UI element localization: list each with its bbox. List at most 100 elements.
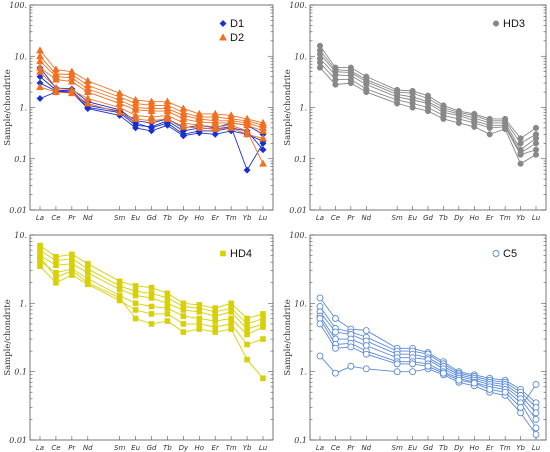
data-point-D2 <box>36 67 44 75</box>
data-point-HD3 <box>455 119 462 126</box>
data-point-HD4 <box>132 288 139 295</box>
x-tick-label-La: La <box>36 444 44 452</box>
data-point-D2 <box>115 108 124 116</box>
y-tick-label: 0.1 <box>14 368 27 377</box>
x-tick-label-Lu: Lu <box>532 444 541 452</box>
data-point-C5 <box>362 350 370 358</box>
data-point-HD4 <box>196 315 203 322</box>
y-tick-label: 0.1 <box>294 155 307 164</box>
data-point-C5 <box>362 365 370 373</box>
data-point-HD4 <box>228 305 234 311</box>
data-point-HD4 <box>180 307 187 313</box>
data-point-C5 <box>439 369 447 377</box>
chart-panel-bottom-right: 0.1 1. 10. 100. La Ce Pr Nd Sm Eu Gd Tb Dy Ho Er Tm Yb Lu… <box>283 231 547 452</box>
x-tick-label-Tm: Tm <box>226 214 237 222</box>
data-point-D2 <box>259 134 267 142</box>
x-tick-label-Ce: Ce <box>331 214 340 222</box>
data-point-HD3 <box>486 131 493 138</box>
data-point-C5 <box>424 362 432 370</box>
x-tick-label-Sm: Sm <box>114 444 125 452</box>
y-axis-label: Sample/chondrite <box>283 69 293 146</box>
data-point-HD4 <box>164 300 171 307</box>
data-point-HD4 <box>180 321 187 327</box>
y-tick-label: 10. <box>294 52 307 61</box>
x-tick-label-Nd: Nd <box>83 214 93 222</box>
data-point-HD4 <box>69 260 75 267</box>
data-point-HD4 <box>148 290 155 297</box>
y-tick-label: 1. <box>299 104 307 113</box>
x-tick-label-Eu: Eu <box>408 444 417 452</box>
data-point-HD3 <box>517 140 524 147</box>
data-point-HD4 <box>196 309 203 315</box>
data-point-D2 <box>52 87 60 96</box>
y-tick-label: 0.1 <box>294 436 307 445</box>
x-tick-label-Pr: Pr <box>347 444 355 452</box>
legend-marker-C5 <box>492 250 500 257</box>
data-point-HD4 <box>180 329 187 335</box>
y-tick-label: 10. <box>14 231 27 240</box>
data-point-D1 <box>163 121 171 129</box>
x-tick-label-Er: Er <box>212 214 220 222</box>
y-axis-label: Sample/chondrite <box>3 69 13 146</box>
data-point-HD3 <box>316 64 324 71</box>
data-point-C5 <box>331 328 339 336</box>
data-point-HD4 <box>69 272 75 278</box>
data-point-C5 <box>393 368 401 376</box>
data-point-HD4 <box>244 356 250 363</box>
legend-label-HD3: HD3 <box>503 18 525 30</box>
x-tick-label-Yb: Yb <box>243 214 252 222</box>
x-tick-label-Tm: Tm <box>500 214 511 222</box>
data-point-HD3 <box>440 115 447 122</box>
data-point-D2 <box>67 88 76 97</box>
data-point-D2 <box>259 126 267 134</box>
x-tick-label-Pr: Pr <box>68 444 76 452</box>
data-point-C5 <box>532 424 540 432</box>
x-tick-label-Eu: Eu <box>408 214 417 222</box>
y-tick-label: 1. <box>299 368 307 377</box>
data-point-HD4 <box>116 278 123 285</box>
data-point-HD3 <box>517 151 524 158</box>
data-point-HD4 <box>164 318 171 324</box>
x-tick-label-Pr: Pr <box>68 214 76 222</box>
x-tick-label-Tm: Tm <box>226 444 237 452</box>
data-point-HD4 <box>212 324 219 330</box>
x-tick-label-Dy: Dy <box>454 444 464 452</box>
y-tick-label: 100. <box>289 1 307 10</box>
y-tick-label: 1. <box>19 104 27 113</box>
data-point-HD4 <box>180 300 187 307</box>
y-tick-label: 1. <box>19 299 27 308</box>
x-tick-label-Er: Er <box>212 444 220 452</box>
data-point-D2 <box>147 116 156 124</box>
x-tick-label-Gd: Gd <box>147 444 157 452</box>
x-tick-label-Er: Er <box>486 214 494 222</box>
data-point-HD4 <box>196 305 203 311</box>
data-point-D2 <box>36 82 44 91</box>
data-point-HD4 <box>69 255 75 262</box>
legend-label-D2: D2 <box>230 32 244 44</box>
x-tick-label-Ho: Ho <box>470 444 480 452</box>
data-point-HD4 <box>228 309 234 315</box>
x-tick-label-Ho: Ho <box>195 444 205 452</box>
data-point-HD4 <box>244 331 250 338</box>
data-point-D1 <box>147 127 156 135</box>
data-point-HD4 <box>260 336 266 342</box>
data-point-D2 <box>52 75 60 83</box>
data-point-HD3 <box>424 108 432 115</box>
data-point-HD3 <box>532 140 540 147</box>
data-point-C5 <box>532 409 540 417</box>
x-tick-label-Nd: Nd <box>361 444 371 452</box>
data-point-HD4 <box>116 286 123 293</box>
data-point-HD4 <box>53 274 59 281</box>
x-tick-label-Sm: Sm <box>392 444 403 452</box>
data-point-HD4 <box>37 242 43 249</box>
data-point-D2 <box>83 99 92 107</box>
data-point-C5 <box>517 403 525 411</box>
data-point-D1 <box>195 129 203 137</box>
data-point-C5 <box>347 362 355 370</box>
data-point-HD3 <box>332 81 339 88</box>
data-point-HD4 <box>228 321 234 327</box>
data-point-C5 <box>486 385 494 393</box>
x-tick-label-Gd: Gd <box>423 444 433 452</box>
x-tick-label-Dy: Dy <box>454 214 464 222</box>
